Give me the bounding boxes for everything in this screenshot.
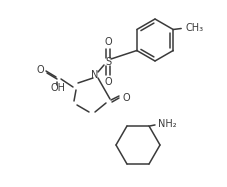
Text: O: O xyxy=(122,93,130,103)
Text: NH₂: NH₂ xyxy=(158,119,177,129)
Text: N: N xyxy=(91,70,99,80)
Text: O: O xyxy=(104,37,112,47)
Text: CH₃: CH₃ xyxy=(185,22,203,33)
Text: O: O xyxy=(36,65,44,75)
Text: O: O xyxy=(104,77,112,87)
Text: S: S xyxy=(105,57,111,67)
Text: OH: OH xyxy=(50,83,66,93)
